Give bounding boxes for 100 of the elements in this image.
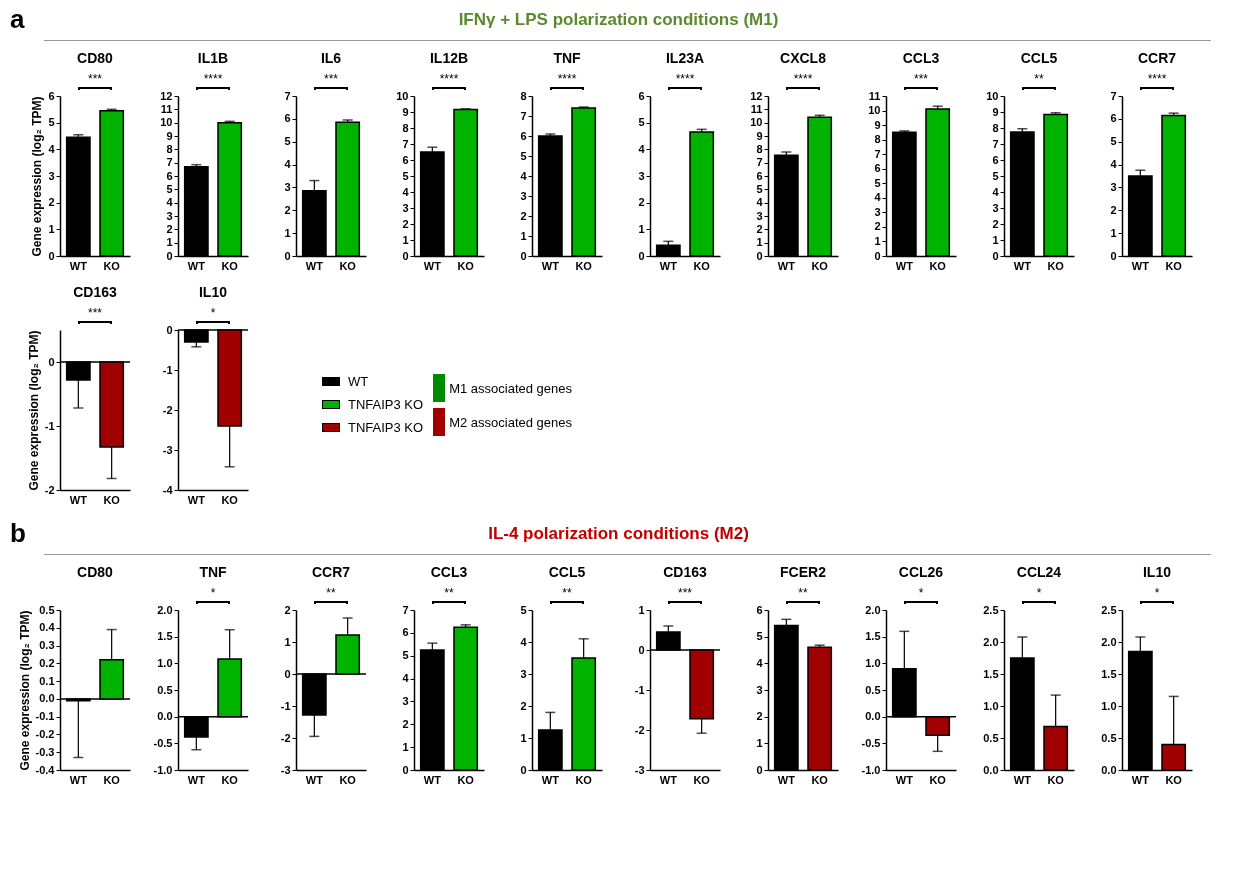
y-tick-label: 5 bbox=[402, 169, 409, 182]
y-tick-label: 3 bbox=[638, 169, 645, 182]
y-tick-label: -1 bbox=[280, 699, 291, 712]
y-tick-label: 4 bbox=[48, 142, 56, 155]
y-tick-label: 0.3 bbox=[39, 639, 55, 652]
y-tick-label: 1 bbox=[520, 229, 527, 242]
text: * bbox=[1035, 586, 1043, 600]
x-tick-label: KO bbox=[457, 259, 475, 272]
y-tick-label: 9 bbox=[992, 105, 999, 118]
y-tick-label: 0 bbox=[520, 763, 527, 776]
y-tick-label: 4 bbox=[874, 191, 882, 204]
y-tick-label: 8 bbox=[520, 89, 527, 102]
y-tick-label: 2 bbox=[992, 217, 999, 230]
y-tick-label: 10 bbox=[868, 104, 881, 117]
y-tick-label: 3 bbox=[992, 201, 999, 214]
y-tick-label: -1 bbox=[162, 363, 173, 376]
y-tick-label: 2.5 bbox=[1101, 603, 1117, 616]
y-tick-label: 5 bbox=[48, 116, 55, 129]
y-tick-label: 10 bbox=[986, 89, 999, 102]
y-tick-label: 4 bbox=[520, 169, 528, 182]
x-tick-label: WT bbox=[1131, 259, 1150, 272]
chart-title: IL10 bbox=[198, 284, 228, 302]
y-tick-label: 1.0 bbox=[157, 656, 173, 669]
y-tick-label: 0 bbox=[1110, 249, 1117, 262]
chart-title: CCL5 bbox=[1019, 50, 1059, 68]
y-tick-label: -1.0 bbox=[861, 763, 881, 776]
y-tick-label: 1.0 bbox=[865, 656, 881, 669]
y-tick-label: 1.5 bbox=[1101, 667, 1117, 680]
x-tick-label: KO bbox=[1165, 259, 1183, 272]
text: ** bbox=[561, 586, 573, 600]
x-tick-label: WT bbox=[777, 773, 796, 786]
y-axis-title: Gene expression (log₂ TPM) bbox=[26, 330, 41, 491]
legend-label: TNFAIP3 KO bbox=[348, 420, 424, 435]
y-tick-label: -3 bbox=[634, 763, 645, 776]
y-tick-label: 0 bbox=[756, 249, 763, 262]
y-tick-label: 5 bbox=[638, 116, 645, 129]
y-tick-label: 9 bbox=[874, 118, 881, 131]
y-tick-label: 0 bbox=[402, 763, 409, 776]
y-tick-label: 2 bbox=[638, 196, 645, 209]
y-tick-label: 0.2 bbox=[39, 656, 55, 669]
y-tick-label: 0.0 bbox=[39, 692, 55, 705]
y-tick-label: 2.5 bbox=[983, 603, 999, 616]
chart-title: IL1B bbox=[196, 50, 230, 68]
y-tick-label: -0.3 bbox=[35, 745, 55, 758]
text: **** bbox=[792, 72, 814, 86]
y-tick-label: 11 bbox=[868, 89, 881, 102]
y-tick-label: 2 bbox=[1110, 203, 1117, 216]
y-tick-label: 4 bbox=[402, 672, 410, 685]
y-tick-label: 5 bbox=[992, 169, 999, 182]
y-tick-label: 1.5 bbox=[865, 630, 881, 643]
x-tick-label: WT bbox=[305, 773, 324, 786]
x-tick-label: WT bbox=[1013, 259, 1032, 272]
text: *** bbox=[323, 72, 339, 86]
y-tick-label: 8 bbox=[756, 142, 763, 155]
x-tick-label: WT bbox=[895, 773, 914, 786]
y-tick-label: 1 bbox=[756, 736, 763, 749]
chart-title: CCL24 bbox=[1015, 564, 1063, 582]
x-tick-label: WT bbox=[1131, 773, 1150, 786]
y-tick-label: 0.0 bbox=[1101, 763, 1117, 776]
y-tick-label: 0 bbox=[48, 249, 55, 262]
x-tick-label: KO bbox=[575, 259, 593, 272]
y-tick-label: 4 bbox=[284, 158, 292, 171]
y-tick-label: 1 bbox=[638, 603, 645, 616]
y-tick-label: 4 bbox=[166, 196, 174, 209]
y-tick-label: 7 bbox=[402, 137, 409, 150]
y-tick-label: 2 bbox=[402, 717, 409, 730]
chart-title: CD163 bbox=[662, 564, 708, 582]
text: a bbox=[10, 4, 25, 35]
y-tick-label: 7 bbox=[756, 156, 763, 169]
y-tick-label: -0.2 bbox=[35, 727, 55, 740]
y-tick-label: 0 bbox=[520, 249, 527, 262]
y-tick-label: 7 bbox=[874, 147, 881, 160]
y-tick-label: 5 bbox=[284, 135, 291, 148]
x-tick-label: WT bbox=[187, 773, 206, 786]
y-tick-label: 3 bbox=[48, 169, 55, 182]
y-tick-label: 2 bbox=[48, 196, 55, 209]
y-tick-label: 1 bbox=[284, 226, 291, 239]
y-tick-label: 2.0 bbox=[1101, 635, 1117, 648]
y-tick-label: 1 bbox=[756, 236, 763, 249]
y-tick-label: 0.5 bbox=[157, 683, 173, 696]
x-tick-label: KO bbox=[103, 259, 121, 272]
x-tick-label: WT bbox=[777, 259, 796, 272]
y-tick-label: 1.5 bbox=[157, 630, 173, 643]
chart-title: IL12B bbox=[428, 50, 470, 68]
y-tick-label: 0 bbox=[638, 249, 645, 262]
y-tick-label: 5 bbox=[166, 182, 173, 195]
y-tick-label: 3 bbox=[166, 209, 173, 222]
y-tick-label: 6 bbox=[756, 603, 763, 616]
y-tick-label: 4 bbox=[756, 196, 764, 209]
y-tick-label: 6 bbox=[284, 112, 291, 125]
x-tick-label: KO bbox=[339, 773, 357, 786]
y-tick-label: 0.5 bbox=[865, 683, 881, 696]
y-tick-label: 1.0 bbox=[1101, 699, 1117, 712]
y-tick-label: 10 bbox=[396, 89, 409, 102]
y-tick-label: 5 bbox=[756, 630, 763, 643]
y-tick-label: 5 bbox=[1110, 135, 1117, 148]
y-tick-label: 1 bbox=[48, 222, 55, 235]
x-tick-label: KO bbox=[221, 493, 239, 506]
y-axis-title: Gene expression (log₂ TPM) bbox=[17, 610, 32, 771]
y-tick-label: 2 bbox=[756, 222, 763, 235]
